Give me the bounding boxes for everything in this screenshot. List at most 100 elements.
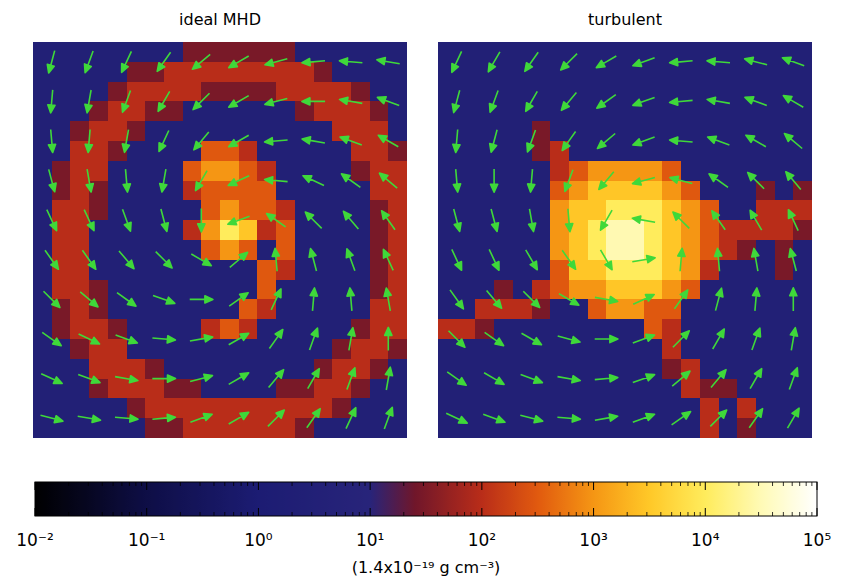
density-cell: [457, 200, 476, 220]
velocity-arrow: [157, 52, 170, 71]
density-cell: [550, 82, 569, 102]
density-cell: [201, 418, 220, 438]
density-cell: [220, 121, 239, 141]
velocity-arrow: [601, 210, 613, 230]
density-cell: [662, 280, 681, 300]
density-cell: [183, 299, 202, 319]
density-cell: [145, 280, 164, 300]
density-cell: [438, 240, 457, 260]
density-cell: [494, 319, 513, 339]
minor-tick: [68, 512, 69, 516]
velocity-arrow: [753, 288, 760, 311]
density-cell: [569, 141, 588, 161]
density-cell: [513, 418, 532, 438]
density-cell: [513, 260, 532, 280]
density-cell: [588, 121, 607, 141]
density-cell: [220, 339, 239, 359]
density-cell: [52, 398, 71, 418]
density-cell: [388, 339, 407, 359]
density-cell: [239, 379, 258, 399]
density-cell: [295, 101, 314, 121]
density-cell: [239, 161, 258, 181]
density-cell: [737, 101, 756, 121]
velocity-arrow: [265, 177, 288, 184]
density-cell: [314, 101, 333, 121]
density-cell: [257, 260, 276, 280]
density-cell: [70, 42, 89, 62]
density-cell: [700, 319, 719, 339]
velocity-arrow: [308, 369, 320, 389]
minor-tick: [758, 482, 759, 486]
density-cell: [737, 260, 756, 280]
minor-tick: [660, 512, 661, 516]
density-cell: [370, 220, 389, 240]
minor-tick: [365, 482, 366, 486]
density-cell: [569, 359, 588, 379]
density-cell: [438, 299, 457, 319]
density-cell: [644, 181, 663, 201]
density-cell: [164, 240, 183, 260]
density-cell: [438, 339, 457, 359]
minor-tick: [588, 482, 589, 486]
minor-tick: [102, 512, 103, 516]
minor-tick: [559, 482, 560, 486]
density-cell: [33, 121, 52, 141]
density-cell: [513, 121, 532, 141]
velocity-arrow: [597, 134, 615, 149]
velocity-arrow: [302, 59, 325, 66]
density-cell: [145, 418, 164, 438]
density-cell: [257, 121, 276, 141]
minor-tick: [135, 482, 136, 486]
minor-tick: [403, 482, 404, 486]
density-cell: [662, 101, 681, 121]
velocity-arrow: [82, 250, 95, 269]
density-cell: [108, 260, 127, 280]
density-cell: [457, 319, 476, 339]
density-cell: [332, 299, 351, 319]
density-cell: [33, 418, 52, 438]
minor-tick: [806, 512, 807, 516]
velocity-arrow: [347, 288, 354, 311]
minor-tick: [200, 482, 201, 486]
density-cell: [606, 62, 625, 82]
density-cell: [276, 379, 295, 399]
density-cell: [257, 141, 276, 161]
velocity-arrow: [123, 209, 132, 231]
density-cell: [351, 200, 370, 220]
density-cell: [108, 82, 127, 102]
density-cell: [625, 220, 644, 240]
density-cell: [145, 42, 164, 62]
density-cell: [52, 240, 71, 260]
density-cell: [351, 42, 370, 62]
density-cell: [475, 161, 494, 181]
density-cell: [457, 398, 476, 418]
density-cell: [164, 418, 183, 438]
velocity-arrow: [115, 376, 138, 383]
density-cell: [494, 280, 513, 300]
velocity-arrow: [526, 91, 538, 111]
density-cell: [351, 299, 370, 319]
major-tick: [593, 508, 594, 516]
minor-tick: [559, 512, 560, 516]
density-cell: [276, 240, 295, 260]
density-cell: [550, 42, 569, 62]
density-cell: [239, 200, 258, 220]
density-cell: [438, 220, 457, 240]
velocity-arrow: [383, 249, 393, 270]
density-cell: [201, 141, 220, 161]
density-cell: [644, 62, 663, 82]
density-cell: [457, 161, 476, 181]
density-cell: [737, 141, 756, 161]
density-cell: [737, 319, 756, 339]
density-cell: [145, 379, 164, 399]
minor-tick: [700, 482, 701, 486]
density-cell: [662, 42, 681, 62]
density-cell: [164, 181, 183, 201]
density-cell: [569, 121, 588, 141]
density-cell: [164, 141, 183, 161]
minor-tick: [102, 482, 103, 486]
velocity-arrow: [310, 288, 317, 311]
density-cell: [625, 82, 644, 102]
density-cell: [475, 418, 494, 438]
density-cell: [793, 379, 812, 399]
